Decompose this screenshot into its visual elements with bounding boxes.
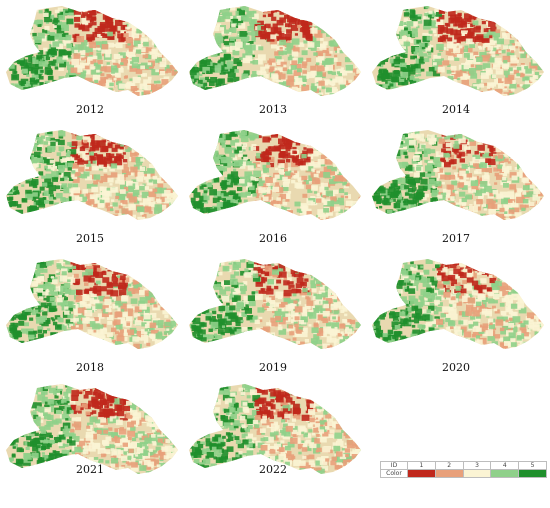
province-map	[189, 6, 361, 96]
province-map	[6, 6, 178, 96]
land-class-pixels	[6, 6, 178, 96]
legend-id-2: 2	[434, 461, 464, 470]
province-map	[372, 6, 544, 96]
legend-color-header: Color	[380, 469, 408, 478]
legend-id-5: 5	[518, 461, 547, 470]
province-map	[6, 259, 178, 349]
legend-swatch-3	[462, 469, 492, 478]
year-label: 2016	[259, 232, 287, 245]
year-label: 2015	[76, 232, 104, 245]
province-map	[372, 130, 544, 220]
legend-swatch-1	[407, 469, 436, 478]
province-map	[372, 259, 544, 349]
year-label: 2022	[259, 463, 287, 476]
legend-id-1: 1	[407, 461, 436, 470]
map-panel-2014	[366, 0, 546, 120]
province-map	[189, 259, 361, 349]
map-panel-2015	[0, 124, 180, 244]
map-panel-2021	[0, 378, 180, 498]
map-panel-2012	[0, 0, 180, 120]
map-panel-2017	[366, 124, 546, 244]
legend-swatch-4	[490, 469, 520, 478]
province-map	[6, 130, 178, 220]
year-label: 2012	[76, 103, 104, 116]
year-label: 2013	[259, 103, 287, 116]
map-panel-2019	[183, 253, 363, 373]
map-panel-2022	[183, 378, 363, 498]
province-map	[6, 384, 178, 474]
land-class-pixels	[372, 259, 544, 349]
legend-id-3: 3	[462, 461, 492, 470]
map-panel-2016	[183, 124, 363, 244]
year-label: 2020	[442, 361, 470, 374]
legend-swatch-5	[518, 469, 547, 478]
province-map	[189, 384, 361, 474]
province-map	[189, 130, 361, 220]
legend-swatch-2	[434, 469, 464, 478]
map-panel-2018	[0, 253, 180, 373]
legend-id-4: 4	[490, 461, 520, 470]
year-label: 2014	[442, 103, 470, 116]
legend-id-header: ID	[380, 461, 408, 470]
year-label: 2017	[442, 232, 470, 245]
year-label: 2021	[76, 463, 104, 476]
year-label: 2018	[76, 361, 104, 374]
map-panel-2013	[183, 0, 363, 120]
year-label: 2019	[259, 361, 287, 374]
map-panel-2020	[366, 253, 546, 373]
